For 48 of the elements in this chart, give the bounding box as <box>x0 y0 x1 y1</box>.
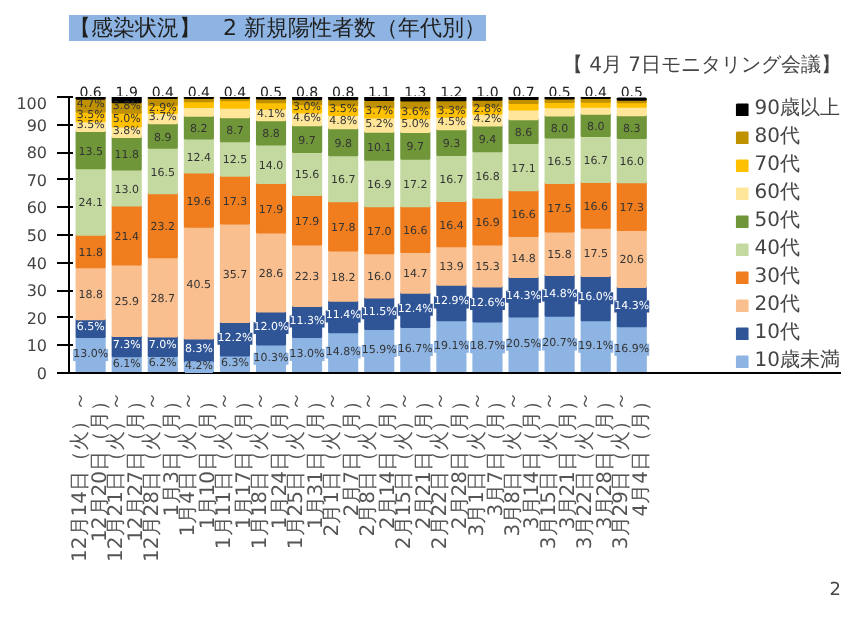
y-tick-label: 50 <box>26 227 48 245</box>
y-tick-label: 100 <box>16 95 48 113</box>
bar <box>328 249 359 302</box>
bar <box>364 205 395 255</box>
bar <box>328 200 359 252</box>
legend-label: 10代 <box>754 320 800 346</box>
y-tick-label: 80 <box>26 144 48 163</box>
bar <box>472 243 503 288</box>
chart-title: 【感染状況】 2 新規陽性者数（年代別） <box>69 15 486 41</box>
legend-label: 30代 <box>754 264 800 290</box>
bar <box>111 204 142 266</box>
bar <box>147 192 178 259</box>
bar <box>472 196 503 246</box>
y-tick-label: 60 <box>26 199 48 218</box>
bar <box>255 231 287 313</box>
bar <box>147 256 178 338</box>
bar <box>255 182 287 234</box>
legend-label: 50代 <box>754 208 800 234</box>
legend-label: 40代 <box>754 236 800 262</box>
legend-label: 80代 <box>754 124 800 150</box>
y-tick-label: 70 <box>26 171 48 190</box>
bar <box>292 243 323 307</box>
bar <box>544 182 575 233</box>
bar <box>75 167 106 236</box>
y-tick-label: 90 <box>26 116 48 135</box>
text: 2 <box>829 581 842 601</box>
bar <box>616 181 647 232</box>
legend-label: 90歳以上 <box>754 95 840 122</box>
y-tick-label: 10 <box>26 337 48 356</box>
bar <box>111 263 142 338</box>
bar <box>616 229 647 288</box>
y-tick-label: 0 <box>36 365 48 383</box>
legend-label: 20代 <box>754 292 800 318</box>
bar <box>183 225 214 340</box>
bar <box>508 235 539 278</box>
bar <box>472 150 503 199</box>
bar <box>400 251 431 294</box>
bar <box>508 189 539 238</box>
legend-label: 60代 <box>754 180 800 206</box>
bar <box>508 142 539 192</box>
text: 【 4月 7日モニタリング会議】 <box>562 53 842 77</box>
bar <box>580 226 611 278</box>
y-tick-label: 20 <box>26 309 48 328</box>
y-tick-label: 30 <box>26 282 48 301</box>
y-tick-label: 40 <box>26 254 48 273</box>
bar <box>219 222 251 323</box>
legend-label: 10歳未満 <box>754 347 840 374</box>
legend-label: 70代 <box>754 152 800 178</box>
